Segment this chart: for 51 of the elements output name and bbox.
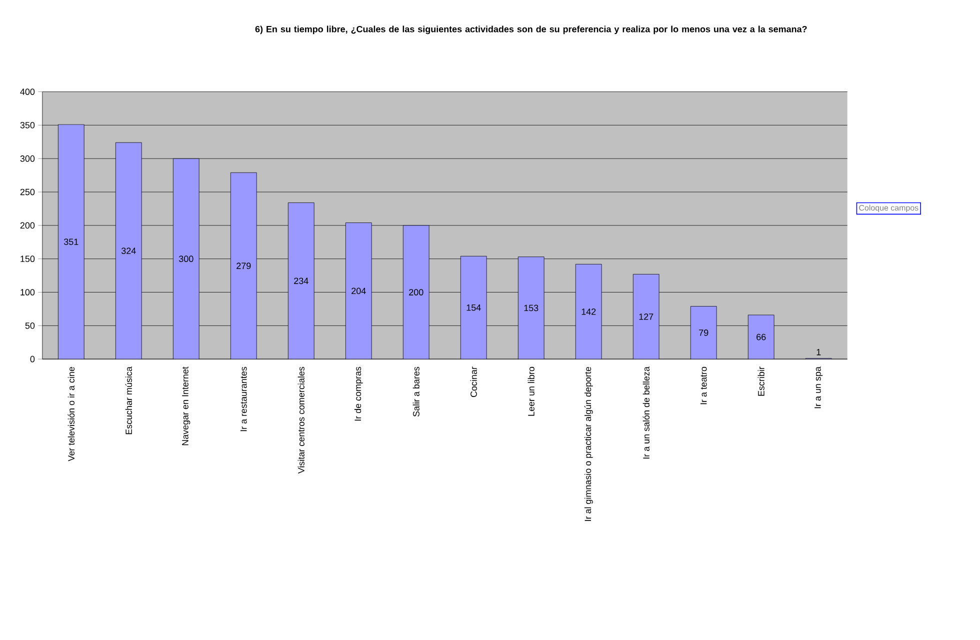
bar xyxy=(748,314,774,359)
bar xyxy=(575,264,602,359)
data-label: 154 xyxy=(466,304,481,311)
y-tick-label: 200 xyxy=(20,222,35,228)
data-label: 66 xyxy=(756,334,766,340)
bar xyxy=(288,202,314,359)
x-tick-label: Ir a restaurantes xyxy=(240,366,247,431)
bar xyxy=(632,274,660,359)
y-tick-label: 250 xyxy=(20,188,35,196)
x-tick-label: Ir a un salón de belleza xyxy=(642,366,650,458)
y-tick-label: 50 xyxy=(25,322,35,329)
data-label: 1 xyxy=(816,348,821,356)
data-label: 204 xyxy=(352,288,366,294)
y-tick-label: 150 xyxy=(20,255,35,262)
y-tick-label: 350 xyxy=(20,122,35,128)
bar xyxy=(402,225,430,359)
data-label: 127 xyxy=(639,313,654,320)
x-tick-label: Salir a bares xyxy=(412,366,420,416)
bar xyxy=(345,222,372,359)
bar xyxy=(518,256,544,359)
bar xyxy=(230,172,257,359)
x-tick-label: Visitar centros comerciales xyxy=(298,366,304,474)
chart-title: 6) En su tiempo libre, ¿Cuales de las siguientes actividades son de su preferencia y realiza por lo menos una vez a la semana? xyxy=(255,26,807,34)
x-tick-label: Cocinar xyxy=(470,366,477,397)
data-label: 279 xyxy=(236,262,251,269)
bar xyxy=(58,124,84,359)
data-label: 324 xyxy=(121,247,136,254)
data-label: 300 xyxy=(178,255,194,262)
x-tick-label: Navegar en Internet xyxy=(182,366,190,445)
data-label: 142 xyxy=(582,308,596,315)
data-label: 200 xyxy=(409,288,424,296)
x-tick-label: Ir a un spa xyxy=(814,366,823,408)
data-label: 153 xyxy=(524,304,538,311)
y-tick-label: 0 xyxy=(30,356,35,362)
x-tick-label: Escribir xyxy=(758,366,764,396)
y-tick-label: 400 xyxy=(20,88,35,95)
x-tick-label: Escuchar música xyxy=(125,366,132,434)
y-tick-label: 300 xyxy=(20,155,35,162)
bar xyxy=(690,306,717,359)
data-label: 79 xyxy=(699,329,708,336)
bar xyxy=(460,256,487,359)
x-tick-label: Ir de compras xyxy=(354,366,363,420)
bar xyxy=(115,142,142,359)
y-tick-label: 100 xyxy=(20,288,35,296)
data-label: 351 xyxy=(64,238,78,245)
x-tick-label: Ver televisión o ir a cine xyxy=(68,366,74,462)
bar xyxy=(172,158,200,359)
x-tick-label: Ir a teatro xyxy=(700,366,707,404)
data-label: 234 xyxy=(294,278,308,284)
x-tick-label: Leer un libro xyxy=(528,366,534,416)
x-tick-label: Ir al gimnasio o practicar algún deporte xyxy=(584,366,593,521)
